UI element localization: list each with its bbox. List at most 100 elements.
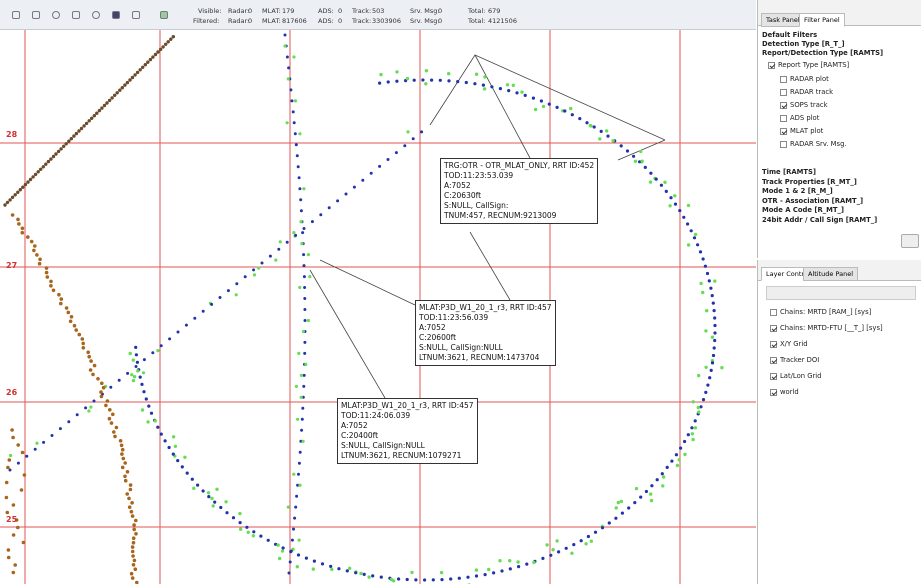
track-dot [378,81,382,85]
checkbox[interactable] [770,340,777,348]
layer-item[interactable]: Tracker DOI [770,356,819,364]
checkbox[interactable] [770,372,777,380]
track-dot [26,235,30,239]
track-dot [123,474,127,479]
layer-item[interactable]: X/Y Grid [770,340,808,348]
track-dot [564,546,568,550]
filter-option[interactable]: ADS plot [780,114,819,122]
tool-icon[interactable] [132,11,140,19]
track-dot [539,99,544,103]
track-dot [474,72,479,76]
layer-item[interactable]: Chains: MRTD [RAM_] [sys] [770,308,871,316]
track-dot [289,88,293,92]
track-dot [183,455,187,459]
label: Chains: MRTD-FTU [__T_] [sys] [780,324,883,332]
track-dot [32,248,36,253]
filter-group[interactable]: Mode 1 & 2 [R_M_] [762,187,833,195]
filter-option[interactable]: MLAT plot [780,127,823,135]
track-dot [319,213,323,217]
filter-option[interactable]: RADAR Srv. Msg. [780,140,847,148]
track-dot [593,530,598,534]
track-dot [114,425,119,430]
track-dot [268,254,272,258]
track-dot [39,167,43,171]
filter-option[interactable]: Report Type [RAMTS] [768,61,849,69]
button[interactable] [901,234,919,248]
track-dot [21,540,26,545]
checkbox[interactable] [780,88,787,96]
track-dot [661,475,666,479]
filter-option[interactable]: RADAR track [780,88,833,96]
track-dot [8,198,12,202]
checkbox[interactable] [770,324,777,332]
track-dot [713,338,717,343]
track-dot [283,33,287,37]
filter-group[interactable]: Default Filters [762,31,818,39]
track-dot [120,86,125,90]
tool-icon[interactable] [32,11,40,19]
track-dot [4,480,9,485]
track-dot [439,570,444,575]
track-dot [709,368,713,372]
track-dot [299,373,303,377]
checkbox[interactable] [780,75,787,83]
filter-group[interactable]: Mode A Code [R_MT_] [762,206,845,214]
checkbox[interactable] [780,140,787,148]
tool-icon[interactable] [72,11,80,19]
tool-icon[interactable] [112,11,120,19]
filter-option[interactable]: SOPS track [780,101,828,109]
filter-group[interactable]: Report/Detection Type [RAMTS] [762,49,884,57]
filter-group[interactable]: Detection Type [R_T_] [762,40,845,48]
track-dot [649,492,653,496]
track-dot [466,575,470,579]
stat-label: MLAT: [262,7,281,15]
filter-group[interactable]: Time [RAMTS] [762,168,817,176]
grid-labels: 28 27 26 25 [6,130,18,524]
track-dot [37,261,42,266]
track-dot [289,549,293,553]
track-dot [123,461,127,465]
checkbox[interactable] [780,114,787,122]
track-dot [711,353,716,358]
layer-item[interactable]: Chains: MRTD-FTU [__T_] [sys] [770,324,883,332]
track-dot [389,577,394,582]
track-dot [297,538,301,542]
track-dot [299,198,303,202]
track-dot [5,200,10,205]
checkbox[interactable] [770,308,777,316]
layer-panel: Layer Control Altitude Panel Chains: MRTD … [757,260,921,584]
checkbox[interactable] [770,388,777,396]
track-dot [669,196,673,200]
track-dot [588,123,592,128]
checkbox[interactable] [770,356,777,364]
tool-icon[interactable] [12,11,20,19]
filter-group[interactable]: Track Properties [R_MT_] [762,177,857,186]
track-dot [301,406,305,410]
track-dot [169,37,173,41]
track-dot [710,361,715,365]
checkbox[interactable] [768,61,775,69]
layer-item[interactable]: Lat/Lon Grid [770,372,821,380]
tab[interactable]: Altitude Panel [803,267,859,281]
track-dot [424,69,429,73]
checkbox[interactable] [780,101,787,109]
map[interactable]: 28 27 26 25 [0,0,756,584]
tab[interactable]: Filter Panel [799,13,845,27]
filter-option[interactable]: RADAR plot [780,75,829,83]
label: Report Type [RAMTS] [778,61,850,69]
tool-icon[interactable] [92,11,100,19]
track-dot [120,447,125,452]
track-dot [300,428,304,432]
tool-icon[interactable] [52,11,60,19]
filter-group[interactable]: OTR - Association [RAMT_] [762,196,864,205]
layer-item[interactable]: world [770,388,799,396]
track-dot [438,78,442,82]
track-dot [15,525,20,530]
tool-icon[interactable] [160,11,168,19]
tab[interactable]: Task Panel [761,13,805,27]
track-dot [164,42,168,46]
track-dot [633,159,638,163]
filter-group[interactable]: 24bit Addr / Call Sign [RAMT_] [762,215,878,224]
stat-label: Track: [352,7,372,15]
checkbox[interactable] [780,127,787,135]
